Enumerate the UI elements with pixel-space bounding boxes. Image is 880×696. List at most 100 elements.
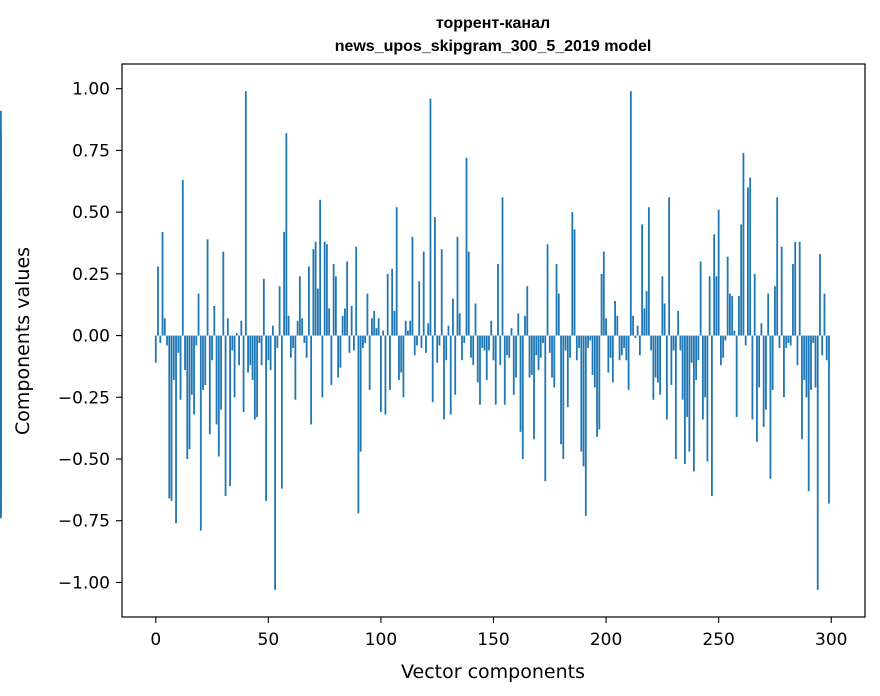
bar-117	[418, 281, 421, 336]
bar-203	[611, 335, 614, 383]
bar-255	[729, 293, 731, 336]
bar-249	[715, 276, 718, 336]
bar-161	[517, 313, 520, 336]
bar-194	[591, 335, 594, 376]
bar-266	[753, 273, 756, 336]
bar-86	[348, 335, 351, 353]
bar-286	[798, 241, 801, 336]
bar-166	[528, 335, 531, 378]
bar-191	[584, 335, 587, 516]
bar-200	[605, 318, 607, 336]
bar-239	[692, 335, 695, 472]
bars-group	[0, 91, 830, 590]
bar-65	[301, 318, 304, 336]
bar-229	[670, 335, 673, 385]
bar-265	[751, 335, 754, 420]
bar-199	[602, 251, 605, 336]
bar-17	[193, 335, 195, 415]
bar-163	[521, 335, 524, 459]
x-tick-label: 250	[702, 630, 734, 650]
bar-175	[548, 335, 551, 353]
bar-16	[190, 335, 193, 395]
bar-167	[530, 335, 533, 376]
bar-268	[758, 335, 761, 388]
bar-37	[238, 335, 240, 366]
bar-42	[249, 335, 252, 366]
bar-288	[803, 335, 806, 380]
bar-84	[344, 308, 346, 336]
bar-257	[733, 330, 736, 336]
bar-51	[269, 335, 272, 371]
bar-164	[524, 315, 526, 336]
bar-46	[258, 335, 261, 343]
bar-250	[717, 209, 720, 336]
bar-188	[578, 335, 580, 348]
bar-225	[661, 276, 664, 336]
bar-207	[620, 335, 623, 356]
bar-118	[420, 335, 423, 348]
bar-171	[539, 335, 542, 358]
bar-259	[738, 296, 740, 336]
bar-133	[454, 335, 457, 395]
bar-208	[623, 335, 625, 348]
bar-263	[747, 187, 749, 336]
bar-296	[821, 335, 824, 356]
bar-22	[204, 335, 207, 385]
bar-105	[391, 268, 394, 336]
bar-132	[452, 298, 454, 336]
bar-79	[332, 263, 335, 336]
bar-38	[240, 320, 243, 336]
bar-112	[407, 330, 409, 336]
bar-28	[217, 335, 220, 457]
bar-56	[280, 335, 283, 489]
bar-238	[690, 335, 693, 363]
bar-285	[796, 335, 799, 366]
bar-198	[600, 273, 603, 336]
bar-58	[285, 133, 288, 336]
bar-80	[334, 276, 337, 336]
bar-165	[526, 286, 529, 336]
bar-68	[307, 266, 310, 336]
bar-120	[425, 335, 427, 353]
bar-154	[501, 197, 504, 336]
bar-242	[699, 261, 702, 336]
bar-111	[404, 320, 407, 336]
bar-160	[515, 335, 517, 378]
bar-11	[179, 335, 182, 400]
y-tick-label: 0.25	[72, 265, 110, 285]
bar-95	[368, 335, 371, 390]
bar-139	[467, 251, 470, 336]
bar-281	[787, 335, 790, 343]
bar-146	[483, 335, 486, 351]
bar-undefined	[0, 335, 2, 403]
bar-204	[614, 301, 616, 336]
bar-29	[220, 335, 222, 410]
bar-88	[353, 335, 355, 351]
bar-103	[386, 273, 389, 336]
bar-74	[321, 335, 324, 398]
bar-147	[485, 335, 488, 380]
bar-83	[341, 315, 344, 336]
bar-114	[411, 236, 414, 336]
bar-49	[265, 335, 267, 501]
bar-287	[801, 335, 803, 440]
bar-235	[683, 335, 686, 464]
bar-3	[161, 231, 164, 336]
bar-109	[400, 335, 403, 373]
bar-246	[708, 276, 711, 336]
bar-97	[373, 310, 376, 336]
bar-115	[413, 335, 416, 356]
bar-158	[510, 328, 513, 336]
bar-277	[778, 335, 781, 348]
bar-122	[429, 98, 432, 336]
bar-129	[445, 335, 448, 361]
bar-62	[294, 335, 297, 400]
bar-291	[810, 335, 812, 390]
bar-125	[436, 335, 439, 363]
bar-113	[409, 320, 412, 336]
bar-143	[476, 335, 479, 383]
bar-27	[215, 335, 218, 425]
bar-262	[744, 335, 747, 346]
x-tick-label: 200	[590, 630, 622, 650]
